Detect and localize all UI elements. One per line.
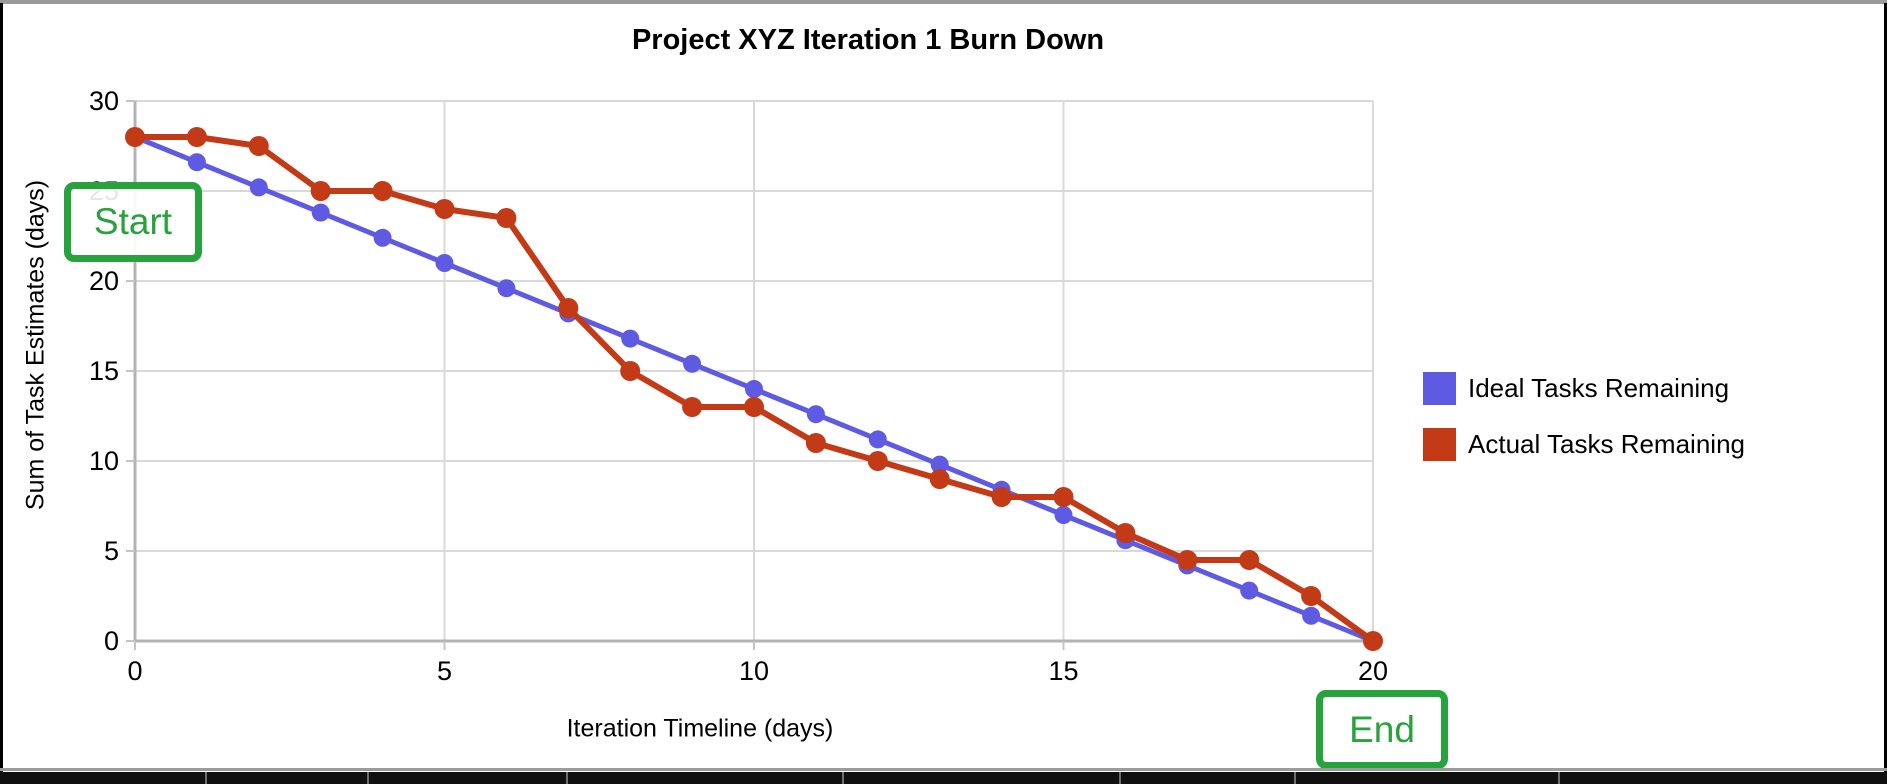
ideal-series-swatch [1423, 372, 1456, 405]
actual-point [1177, 550, 1198, 570]
end-annotation: End [1316, 690, 1448, 769]
window-top-edge [0, 0, 1887, 4]
window-right-edge [1884, 3, 1887, 784]
actual-point [1115, 523, 1136, 543]
bottom-bar-separator [842, 772, 844, 784]
bottom-bar-separator [205, 772, 207, 784]
legend-item-ideal: Ideal Tasks Remaining [1423, 372, 1729, 405]
ideal-point [621, 329, 640, 348]
ideal-point [745, 380, 763, 398]
actual-point [248, 136, 269, 156]
y-tick-label: 15 [89, 356, 119, 386]
actual-point [867, 451, 888, 471]
actual-point [1363, 631, 1383, 651]
actual-point [682, 397, 703, 417]
y-tick-label: 5 [104, 536, 119, 566]
ideal-series-label: Ideal Tasks Remaining [1468, 373, 1730, 403]
bottom-divider-line [0, 768, 1887, 771]
start-annotation-label: Start [93, 201, 173, 242]
ideal-point [249, 178, 268, 197]
actual-point [1301, 586, 1322, 606]
bottom-bar [0, 772, 1887, 784]
bottom-bar-separator [1119, 772, 1121, 784]
end-annotation-label: End [1349, 708, 1415, 750]
window-left-edge [0, 3, 3, 784]
x-tick-label: 20 [1358, 656, 1388, 686]
actual-point [991, 487, 1012, 507]
actual-point [496, 208, 517, 228]
ideal-point [868, 430, 887, 449]
actual-point [620, 361, 641, 381]
actual-point [434, 199, 455, 219]
actual-point [186, 127, 207, 147]
chart-title: Project XYZ Iteration 1 Burn Down [631, 24, 1105, 56]
ideal-point [497, 279, 516, 298]
x-tick-label: 5 [437, 656, 452, 686]
x-tick-label: 10 [739, 656, 769, 686]
actual-point [929, 469, 950, 489]
y-tick-label: 10 [89, 446, 119, 476]
ideal-point [311, 203, 330, 222]
actual-series-label: Actual Tasks Remaining [1468, 429, 1745, 459]
bottom-bar-separator [1558, 772, 1560, 784]
ideal-point [806, 405, 825, 424]
legend-item-actual: Actual Tasks Remaining [1423, 428, 1745, 461]
start-annotation: Start [64, 182, 202, 262]
bottom-bar-separator [566, 772, 568, 784]
x-tick-label: 0 [127, 656, 142, 686]
actual-point [1053, 487, 1074, 507]
ideal-point [187, 153, 206, 172]
actual-point [744, 397, 764, 417]
y-tick-label: 0 [104, 626, 119, 656]
actual-point [125, 127, 145, 147]
ideal-point [1240, 581, 1259, 600]
actual-point [805, 433, 826, 453]
ideal-point [683, 354, 702, 373]
y-tick-label: 30 [89, 86, 119, 116]
x-tick-label: 15 [1048, 656, 1078, 686]
actual-point [310, 181, 331, 201]
ideal-point [1054, 506, 1073, 524]
ideal-point [373, 228, 392, 247]
bottom-bar-separator [1294, 772, 1296, 784]
actual-point [558, 298, 579, 318]
ideal-point [435, 254, 454, 272]
x-axis-title: Iteration Timeline (days) [566, 714, 834, 743]
y-tick-label: 20 [89, 266, 119, 296]
ideal-point [1302, 606, 1321, 625]
y-axis-title: Sum of Task Estimates (days) [21, 179, 50, 511]
actual-series-swatch [1423, 428, 1456, 461]
ideal-point [930, 455, 949, 474]
actual-point [372, 181, 393, 201]
bottom-bar-separator [367, 772, 369, 784]
actual-point [1239, 550, 1260, 570]
